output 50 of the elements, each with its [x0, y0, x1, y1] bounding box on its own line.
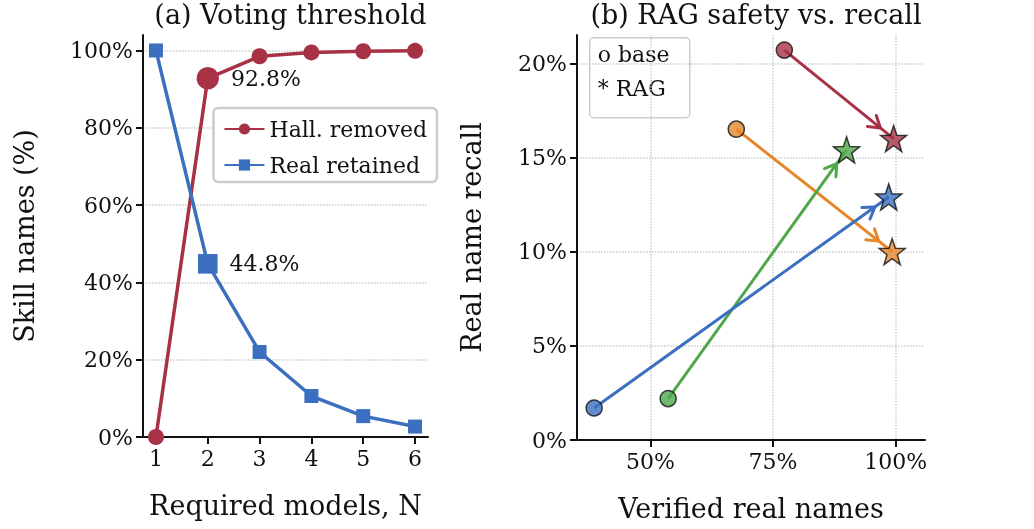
point [874, 183, 903, 211]
y-axis-title: Skill names (%) [9, 129, 40, 343]
point [355, 43, 372, 60]
point [832, 136, 861, 164]
y-tick-label: 80% [84, 115, 133, 141]
x-tick-label: 50% [626, 448, 675, 474]
chart-title: (b) RAG safety vs. recall [590, 0, 922, 30]
point [879, 124, 908, 153]
point [251, 48, 268, 65]
point [775, 41, 794, 59]
y-tick-label: 60% [84, 192, 133, 218]
x-tick-label: 75% [748, 448, 798, 474]
point [148, 43, 163, 58]
x-tick-label: 6 [408, 445, 423, 471]
point [727, 120, 746, 138]
point [878, 237, 906, 266]
data-label: 44.8% [229, 251, 300, 277]
y-axis-title: Real name recall [456, 122, 487, 353]
annotation: * RAG [597, 76, 666, 102]
x-tick-label: 4 [304, 445, 319, 471]
point [304, 389, 319, 404]
y-tick-label: 20% [84, 347, 133, 373]
y-tick-label: 40% [84, 269, 133, 295]
x-tick-label: 5 [356, 445, 371, 471]
y-tick-label: 0% [532, 427, 567, 453]
y-tick-label: 20% [518, 50, 567, 76]
data-label: 92.8% [230, 65, 301, 91]
x-tick-label: 2 [200, 445, 215, 471]
x-axis-title: Required models, N [149, 490, 422, 521]
point [356, 409, 371, 424]
x-tick-label: 100% [864, 448, 928, 474]
legend-label: Real retained [269, 152, 420, 178]
point [659, 389, 677, 408]
point [303, 44, 320, 61]
legend-label: Hall. removed [269, 116, 428, 142]
chart-title: (a) Voting threshold [154, 0, 427, 30]
point [585, 399, 603, 417]
y-tick-label: 0% [98, 424, 133, 450]
x-axis-title: Verified real names [617, 493, 884, 524]
annotation: o base [597, 42, 670, 68]
point [407, 42, 424, 59]
y-tick-label: 100% [70, 37, 133, 63]
y-tick-label: 15% [518, 144, 567, 170]
y-tick-label: 10% [518, 239, 567, 265]
y-tick-label: 5% [532, 333, 567, 359]
point [252, 344, 267, 359]
x-tick-label: 3 [252, 445, 267, 471]
point [408, 419, 423, 434]
point [147, 429, 164, 445]
x-tick-label: 1 [148, 445, 163, 471]
